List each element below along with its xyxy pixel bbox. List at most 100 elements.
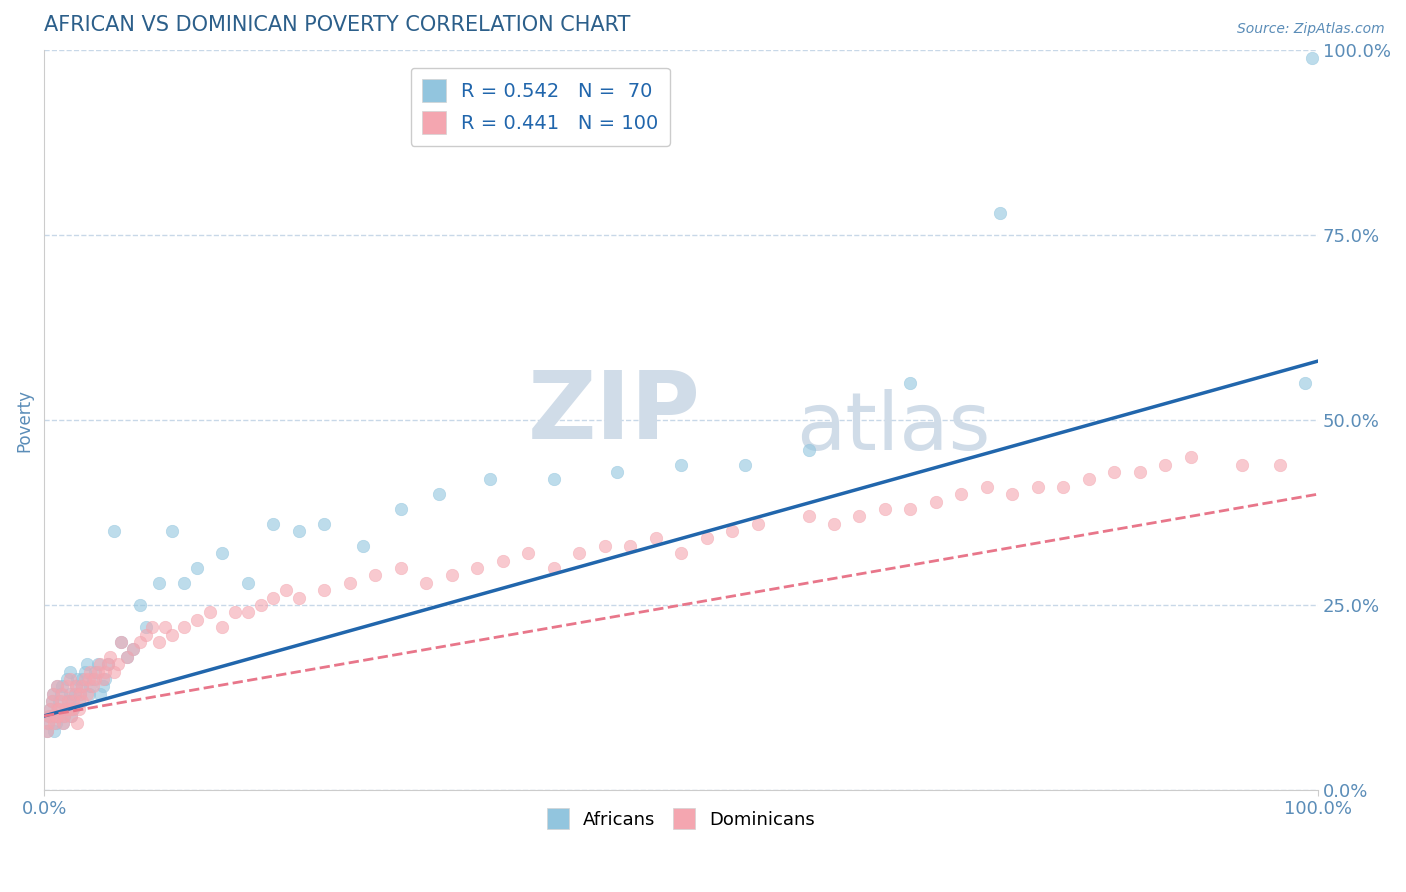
Text: Source: ZipAtlas.com: Source: ZipAtlas.com [1237,22,1385,37]
Point [58,687,80,701]
Point [148,635,170,649]
Point [48,694,70,708]
Point [94,672,117,686]
Point [950,487,973,501]
Point [59,709,82,723]
Point [148,575,170,590]
Point [211,620,233,634]
Point [153,620,176,634]
Point [45,716,67,731]
Point [91,679,114,693]
Point [76,657,98,672]
Point [427,487,450,501]
Point [848,509,870,524]
Point [619,539,641,553]
Point [364,568,387,582]
Point [900,376,922,391]
Point [45,709,67,723]
Point [66,716,89,731]
Point [35,723,58,738]
Point [73,672,96,686]
Point [98,649,121,664]
Point [89,687,111,701]
Point [76,687,98,701]
Point [1026,480,1049,494]
Point [65,679,87,693]
Point [224,606,246,620]
Point [72,679,94,693]
Point [669,458,692,472]
Point [39,701,62,715]
Point [797,442,820,457]
Point [82,672,104,686]
Point [925,494,948,508]
Point [236,606,259,620]
Point [976,480,998,494]
Point [62,694,84,708]
Point [45,679,67,693]
Point [1077,472,1099,486]
Point [48,701,70,715]
Point [84,672,107,686]
Point [1268,458,1291,472]
Point [72,694,94,708]
Point [41,694,63,708]
Point [38,709,60,723]
Point [72,679,94,693]
Point [44,723,66,738]
Point [69,687,91,701]
Point [60,694,83,708]
Point [103,665,125,679]
Point [122,642,145,657]
Point [314,583,336,598]
Point [89,657,111,672]
Point [568,546,591,560]
Point [56,672,79,686]
Point [122,642,145,657]
Point [55,701,77,715]
Point [39,701,62,715]
Point [873,502,896,516]
Point [160,524,183,538]
Text: AFRICAN VS DOMINICAN POVERTY CORRELATION CHART: AFRICAN VS DOMINICAN POVERTY CORRELATION… [44,15,630,35]
Point [276,583,298,598]
Point [67,701,90,715]
Point [1180,450,1202,465]
Point [186,561,208,575]
Point [1001,487,1024,501]
Point [69,687,91,701]
Point [288,591,311,605]
Point [1129,465,1152,479]
Point [1052,480,1074,494]
Point [389,561,412,575]
Point [262,516,284,531]
Point [62,701,84,715]
Point [135,620,157,634]
Point [249,598,271,612]
Point [38,709,60,723]
Point [58,694,80,708]
Point [86,657,108,672]
Point [606,465,628,479]
Point [262,591,284,605]
Text: ZIP: ZIP [529,367,702,458]
Point [91,672,114,686]
Point [1154,458,1177,472]
Point [73,665,96,679]
Point [51,687,73,701]
Point [58,694,80,708]
Point [465,561,488,575]
Point [440,568,463,582]
Point [198,606,221,620]
Point [115,649,138,664]
Point [988,206,1011,220]
Point [1104,465,1126,479]
Point [63,687,86,701]
Point [37,716,59,731]
Point [696,532,718,546]
Point [79,679,101,693]
Point [49,687,72,701]
Point [77,672,100,686]
Point [46,701,69,715]
Point [53,709,76,723]
